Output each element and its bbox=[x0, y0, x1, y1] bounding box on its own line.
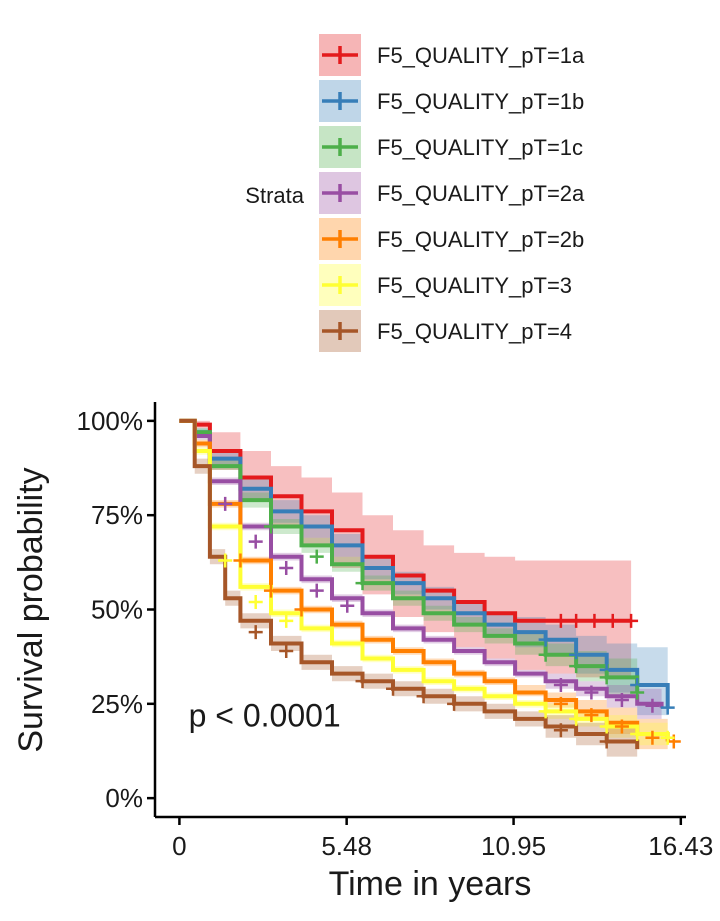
censor-mark bbox=[340, 598, 355, 613]
censor-mark bbox=[263, 583, 278, 598]
legend-label: F5_QUALITY_pT=3 bbox=[377, 273, 572, 298]
p-value-annotation: p < 0.0001 bbox=[189, 697, 341, 733]
legend-label: F5_QUALITY_pT=1c bbox=[377, 135, 583, 160]
legend-title: Strata bbox=[245, 183, 304, 208]
censor-mark bbox=[355, 576, 370, 591]
censor-mark bbox=[279, 644, 294, 658]
legend-key-line bbox=[322, 230, 358, 248]
survival-line-3 bbox=[179, 418, 640, 693]
censor-mark bbox=[279, 613, 294, 628]
censor-mark bbox=[599, 734, 614, 749]
censor-mark bbox=[587, 613, 602, 628]
censor-mark bbox=[605, 613, 620, 628]
censor-mark bbox=[645, 698, 660, 713]
legend-key-line bbox=[322, 138, 358, 156]
censor-mark bbox=[248, 534, 263, 549]
legend: Strata F5_QUALITY_pT=1a F5_QUALITY_pT=1b F… bbox=[245, 34, 585, 352]
legend-item: F5_QUALITY_pT=1b bbox=[319, 80, 584, 122]
censor-mark bbox=[263, 519, 278, 534]
censor-mark bbox=[248, 594, 263, 609]
confidence-band-7 bbox=[179, 420, 638, 772]
y-tick-label: 75% bbox=[91, 500, 143, 530]
y-axis-label: Survival probability bbox=[12, 467, 50, 752]
censor-mark bbox=[248, 625, 263, 640]
censor-mark bbox=[584, 685, 599, 700]
legend-key-line bbox=[322, 276, 358, 294]
legend-item: F5_QUALITY_pT=1c bbox=[319, 126, 583, 168]
censor-mark bbox=[386, 681, 401, 696]
x-tick-label: 10.95 bbox=[481, 831, 546, 861]
censor-mark bbox=[614, 693, 629, 708]
censor-mark bbox=[630, 685, 645, 700]
censor-mark bbox=[416, 689, 431, 704]
plot-area bbox=[179, 418, 681, 772]
censor-mark bbox=[553, 723, 568, 738]
censor-mark bbox=[355, 674, 370, 689]
censor-mark bbox=[279, 561, 294, 575]
censor-mark bbox=[599, 719, 614, 734]
y-tick-label: 0% bbox=[105, 783, 143, 813]
censor-mark bbox=[599, 670, 614, 685]
y-tick-label: 100% bbox=[77, 406, 144, 436]
censor-mark bbox=[569, 659, 584, 674]
survival-line-7 bbox=[179, 418, 640, 750]
censor-mark bbox=[584, 708, 599, 723]
axes: 0% 25% 50% 75% 100% 0 5.48 10.95 16.43 bbox=[77, 402, 713, 861]
legend-label: F5_QUALITY_pT=1a bbox=[377, 43, 585, 68]
censor-mark bbox=[624, 613, 639, 628]
legend-key-line bbox=[322, 46, 358, 64]
censor-mark bbox=[553, 677, 568, 692]
x-tick-label: 0 bbox=[172, 831, 186, 861]
confidence-band-6 bbox=[179, 420, 668, 753]
legend-label: F5_QUALITY_pT=4 bbox=[377, 319, 572, 344]
censor-mark bbox=[645, 730, 660, 745]
censor-mark bbox=[309, 549, 324, 564]
censor-mark bbox=[538, 632, 553, 647]
x-tick-label: 5.48 bbox=[321, 831, 372, 861]
legend-key-line bbox=[322, 92, 358, 110]
censor-mark bbox=[218, 553, 233, 568]
legend-label: F5_QUALITY_pT=1b bbox=[377, 89, 584, 114]
x-axis-label: Time in years bbox=[329, 865, 532, 903]
censor-mark bbox=[447, 696, 462, 711]
legend-label: F5_QUALITY_pT=2a bbox=[377, 181, 585, 206]
x-tick-label: 16.43 bbox=[648, 831, 713, 861]
censor-mark bbox=[660, 700, 675, 715]
censor-mark bbox=[569, 613, 584, 628]
censor-mark bbox=[294, 602, 309, 617]
censor-mark bbox=[218, 496, 233, 511]
censor-mark bbox=[614, 719, 629, 734]
legend-item: F5_QUALITY_pT=2b bbox=[319, 218, 584, 260]
legend-item: F5_QUALITY_pT=4 bbox=[319, 310, 572, 352]
censor-mark bbox=[569, 711, 584, 726]
y-tick-label: 50% bbox=[91, 595, 143, 625]
legend-key-line bbox=[322, 184, 358, 202]
y-tick-label: 25% bbox=[91, 689, 143, 719]
censor-mark bbox=[233, 553, 248, 568]
confidence-band-1 bbox=[179, 420, 632, 678]
censor-mark bbox=[660, 730, 675, 745]
legend-item: F5_QUALITY_pT=2a bbox=[319, 172, 585, 214]
censor-mark bbox=[538, 647, 553, 662]
censor-mark bbox=[538, 704, 553, 719]
censor-mark bbox=[630, 727, 645, 741]
censor-mark bbox=[309, 583, 324, 598]
legend-key-line bbox=[322, 322, 358, 340]
legend-label: F5_QUALITY_pT=2b bbox=[377, 227, 584, 252]
legend-item: F5_QUALITY_pT=1a bbox=[319, 34, 585, 76]
censor-mark bbox=[553, 696, 568, 711]
censor-mark bbox=[553, 613, 568, 628]
legend-item: F5_QUALITY_pT=3 bbox=[319, 264, 572, 306]
